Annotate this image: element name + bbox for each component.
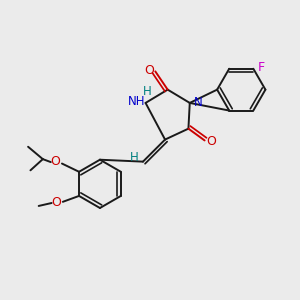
- Text: O: O: [51, 196, 61, 209]
- Text: O: O: [50, 155, 60, 168]
- Text: O: O: [207, 135, 217, 148]
- Text: NH: NH: [128, 95, 145, 108]
- Text: O: O: [144, 64, 154, 77]
- Text: F: F: [258, 61, 265, 74]
- Text: H: H: [130, 151, 139, 164]
- Text: N: N: [194, 95, 202, 109]
- Text: H: H: [143, 85, 152, 98]
